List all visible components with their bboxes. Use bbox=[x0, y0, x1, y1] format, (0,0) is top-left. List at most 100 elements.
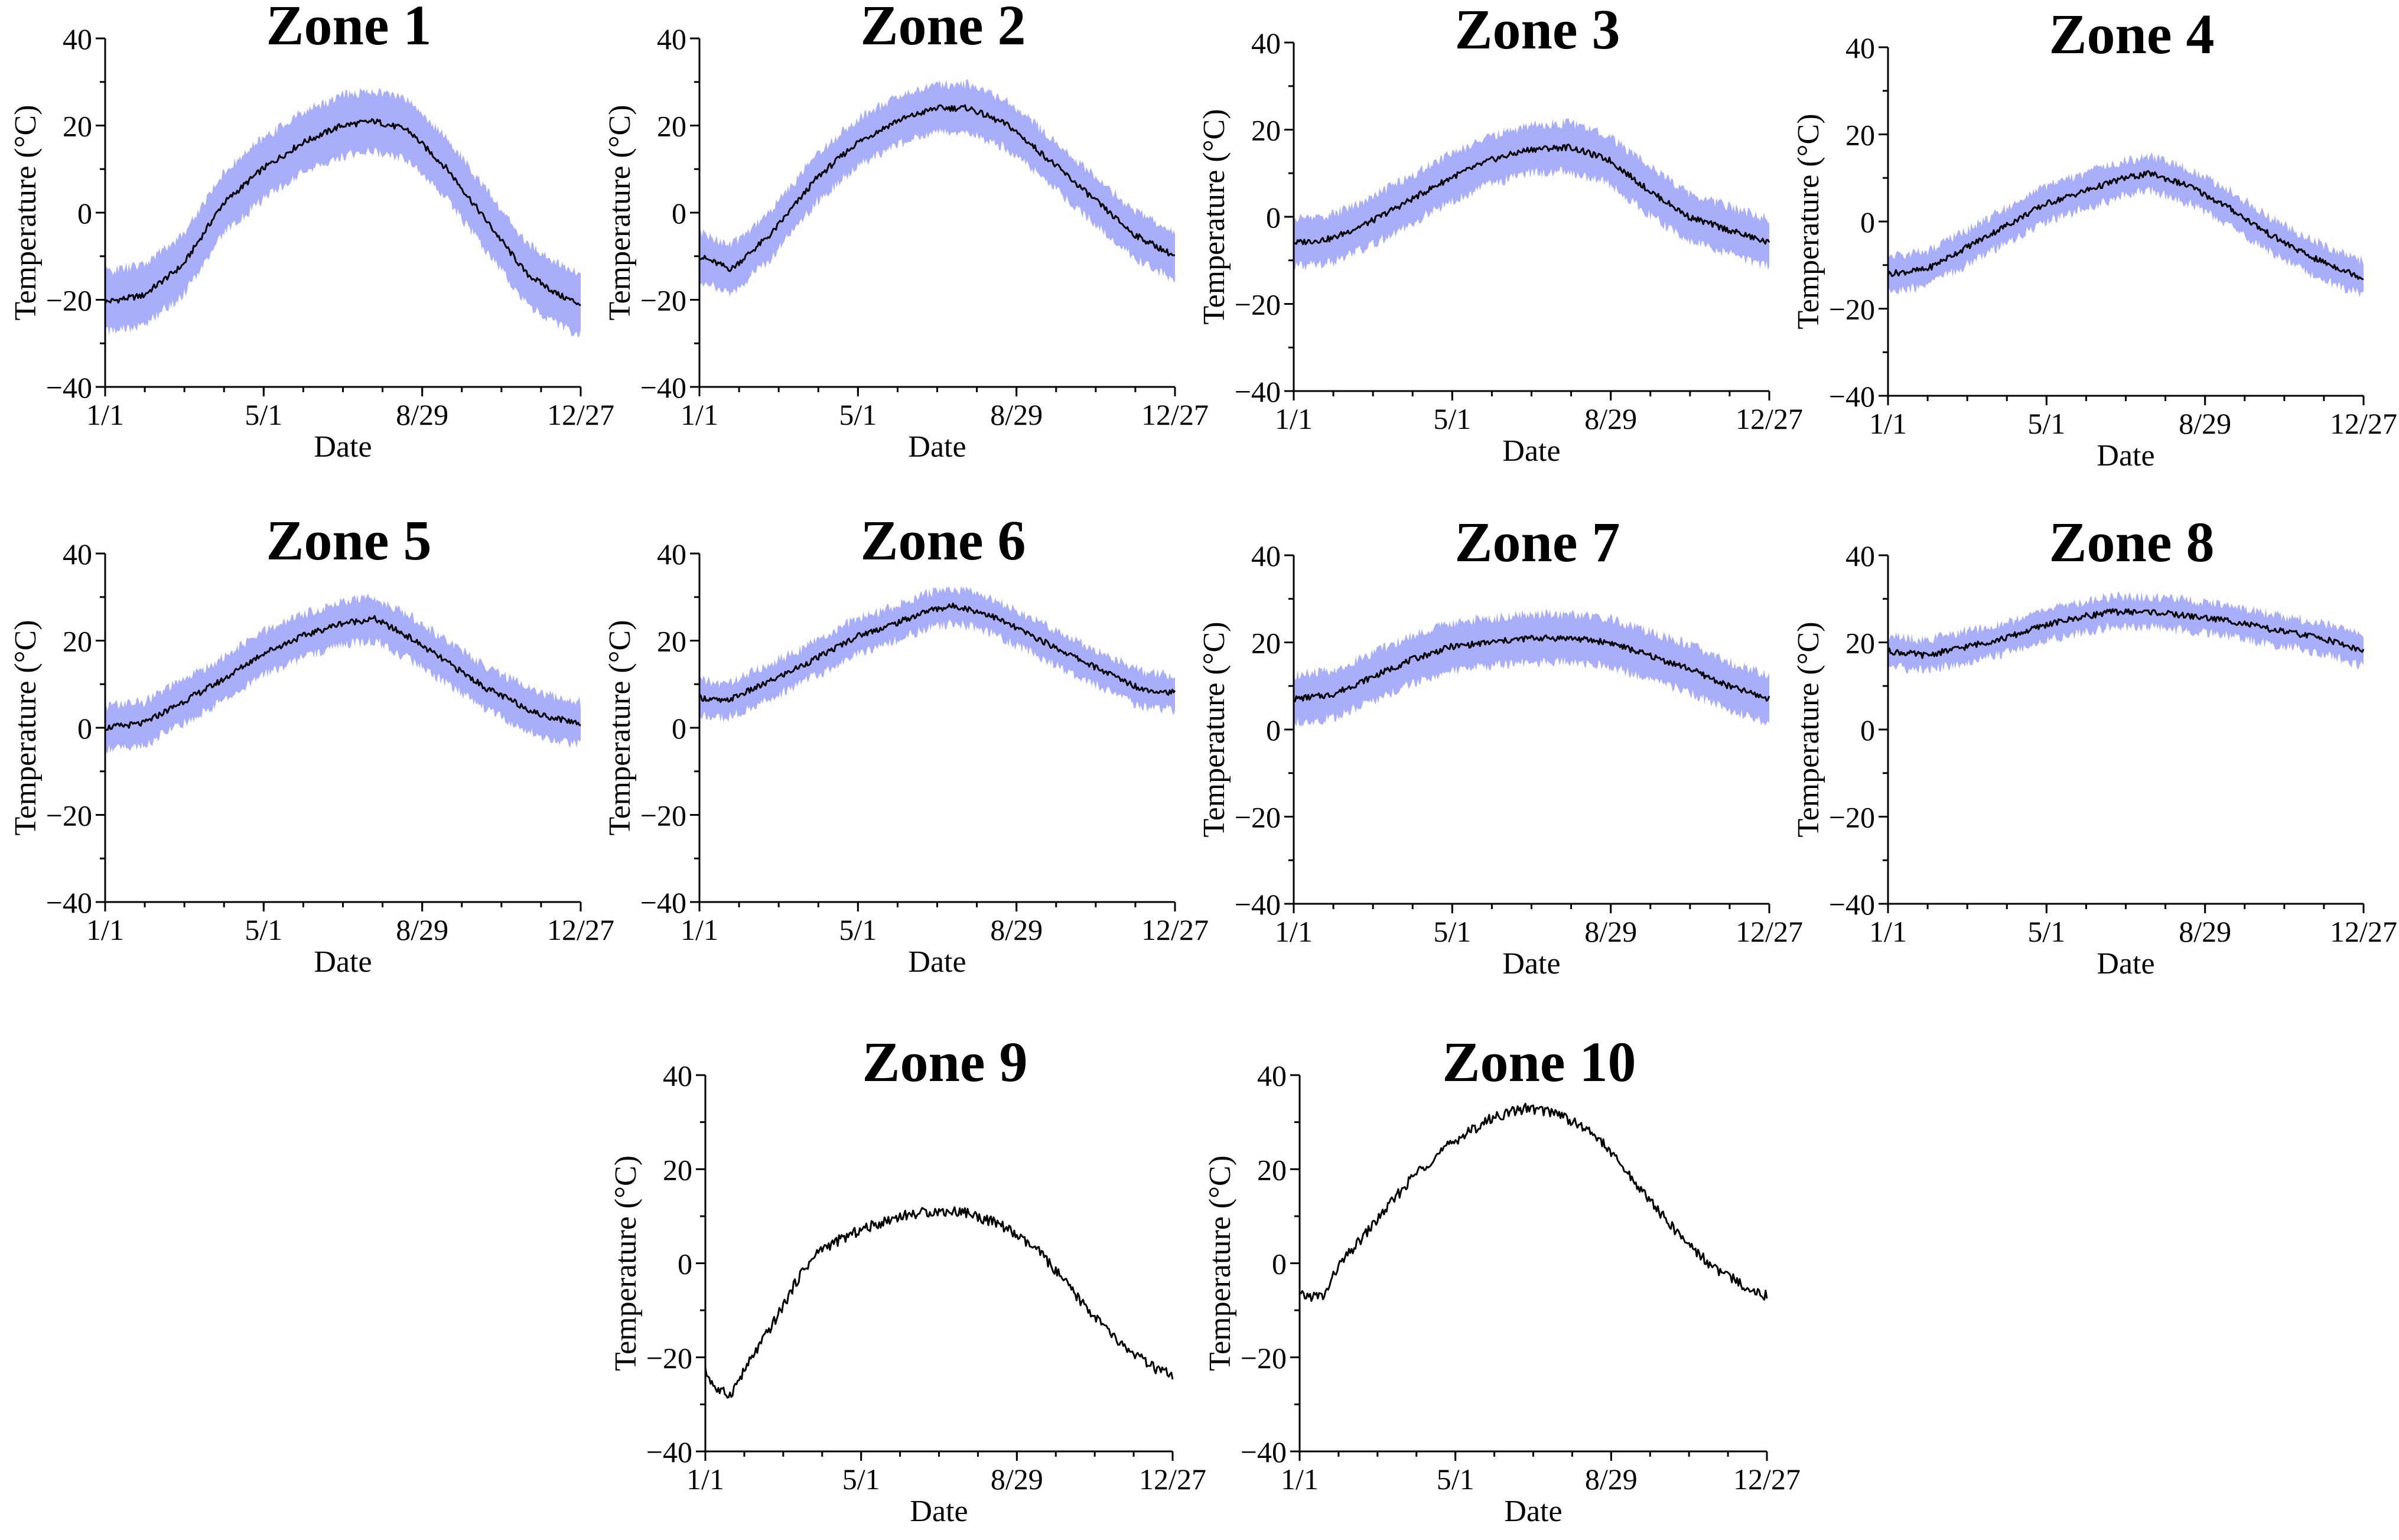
mean-temperature-line bbox=[1293, 634, 1770, 702]
y-tick-label: −40 bbox=[640, 371, 686, 404]
y-tick-label: 0 bbox=[77, 712, 92, 745]
y-axis-label: Temperature (°C) bbox=[603, 105, 637, 320]
uncertainty-band bbox=[699, 585, 1175, 722]
panel-title: Zone 7 bbox=[1454, 510, 1620, 574]
panel-title: Zone 2 bbox=[860, 0, 1026, 57]
y-axis-label: Temperature (°C) bbox=[1197, 621, 1231, 837]
x-tick-label: 8/29 bbox=[1584, 915, 1637, 948]
x-axis-label: Date bbox=[908, 430, 966, 464]
x-tick-label: 5/1 bbox=[842, 1463, 880, 1496]
y-tick-label: 20 bbox=[657, 625, 686, 658]
y-tick-label: −40 bbox=[646, 1435, 692, 1469]
x-axis-label: Date bbox=[1504, 1495, 1562, 1528]
x-tick-label: 5/1 bbox=[1433, 402, 1471, 435]
x-tick-label: 5/1 bbox=[245, 398, 282, 431]
panel-title: Zone 1 bbox=[266, 0, 431, 57]
x-tick-label: 12/27 bbox=[1736, 915, 1803, 948]
x-tick-label: 12/27 bbox=[1141, 913, 1209, 946]
panel-title: Zone 6 bbox=[860, 509, 1026, 572]
y-tick-label: 40 bbox=[1845, 539, 1875, 572]
x-axis-label: Date bbox=[314, 945, 372, 979]
x-axis-label: Date bbox=[1502, 434, 1560, 468]
y-tick-label: −20 bbox=[1829, 293, 1875, 326]
x-tick-label: 12/27 bbox=[547, 913, 614, 946]
x-tick-label: 8/29 bbox=[991, 1463, 1043, 1496]
uncertainty-band bbox=[1888, 152, 2364, 298]
mean-temperature-line bbox=[698, 603, 1176, 703]
panel-title: Zone 4 bbox=[2049, 2, 2214, 66]
x-tick-label: 8/29 bbox=[2179, 407, 2231, 440]
y-tick-label: 40 bbox=[1257, 1059, 1287, 1092]
uncertainty-band bbox=[105, 593, 581, 754]
zone-panel-5: 40 20 0 −20 −401/1 5/1 8/29 12/27 Date Temperatur… bbox=[9, 509, 614, 979]
y-tick-label: −20 bbox=[1235, 288, 1281, 321]
panel-title: Zone 3 bbox=[1454, 0, 1620, 61]
y-tick-label: 20 bbox=[63, 625, 92, 658]
panel-title: Zone 10 bbox=[1442, 1030, 1636, 1093]
y-tick-label: −40 bbox=[1829, 380, 1875, 413]
y-tick-label: 20 bbox=[1845, 627, 1875, 660]
y-tick-label: −40 bbox=[640, 886, 686, 919]
x-tick-label: 8/29 bbox=[396, 398, 448, 431]
x-tick-label: 1/1 bbox=[1869, 915, 1907, 948]
x-axis-label: Date bbox=[2097, 947, 2154, 981]
x-tick-label: 12/27 bbox=[1733, 1463, 1801, 1496]
x-axis-label: Date bbox=[910, 1495, 968, 1528]
y-tick-label: 40 bbox=[657, 22, 686, 56]
x-axis-label: Date bbox=[314, 430, 372, 464]
y-tick-label: 0 bbox=[1266, 201, 1281, 234]
y-tick-label: 20 bbox=[1251, 627, 1281, 660]
y-tick-label: 0 bbox=[672, 197, 686, 230]
zone-panel-3: 40 20 0 −20 −401/1 5/1 8/29 12/27 Date Temperatur… bbox=[1197, 0, 1803, 468]
x-tick-label: 5/1 bbox=[1437, 1463, 1474, 1496]
x-tick-label: 12/27 bbox=[2330, 407, 2397, 440]
x-tick-label: 1/1 bbox=[1869, 407, 1907, 440]
zone-panel-6: 40 20 0 −20 −401/1 5/1 8/29 12/27 Date Temperatur… bbox=[603, 509, 1209, 979]
y-tick-label: 0 bbox=[1860, 206, 1875, 239]
x-tick-label: 1/1 bbox=[86, 913, 124, 946]
y-tick-label: 0 bbox=[672, 712, 686, 745]
y-tick-label: 0 bbox=[77, 197, 92, 230]
zone-panel-10: 40 20 0 −20 −401/1 5/1 8/29 12/27 Date Temperatur… bbox=[1203, 1030, 1801, 1528]
y-tick-label: 40 bbox=[657, 538, 686, 571]
y-tick-label: −40 bbox=[46, 886, 92, 919]
y-axis-label: Temperature (°C) bbox=[1792, 113, 1825, 329]
y-axis-label: Temperature (°C) bbox=[9, 105, 43, 320]
y-tick-label: −40 bbox=[46, 371, 92, 404]
y-axis-label: Temperature (°C) bbox=[1203, 1155, 1237, 1371]
y-tick-label: −20 bbox=[1235, 801, 1281, 834]
y-tick-label: 40 bbox=[1251, 27, 1281, 60]
uncertainty-band bbox=[1294, 609, 1769, 728]
x-tick-label: 8/29 bbox=[1584, 402, 1637, 435]
x-tick-label: 1/1 bbox=[686, 1463, 724, 1496]
x-tick-label: 8/29 bbox=[2179, 915, 2231, 948]
y-tick-label: 0 bbox=[1266, 714, 1281, 747]
panel-title: Zone 5 bbox=[266, 509, 431, 572]
y-tick-label: 20 bbox=[1257, 1153, 1287, 1186]
y-tick-label: −20 bbox=[646, 1342, 692, 1375]
y-tick-label: −20 bbox=[1241, 1342, 1287, 1375]
x-tick-label: 1/1 bbox=[86, 398, 124, 431]
zone-panel-4: 40 20 0 −20 −401/1 5/1 8/29 12/27 Date Temperatur… bbox=[1792, 2, 2397, 473]
x-tick-label: 1/1 bbox=[1275, 915, 1313, 948]
zone-panel-1: 40 20 0 −20 −401/1 5/1 8/29 12/27 Date Temperatur… bbox=[9, 0, 614, 464]
y-tick-label: 0 bbox=[678, 1248, 692, 1281]
panel-title: Zone 9 bbox=[862, 1030, 1027, 1093]
x-axis-label: Date bbox=[2097, 439, 2154, 473]
uncertainty-band bbox=[699, 79, 1175, 297]
y-tick-label: 40 bbox=[63, 538, 92, 571]
x-tick-label: 12/27 bbox=[1736, 402, 1803, 435]
x-axis-label: Date bbox=[908, 945, 966, 979]
y-tick-label: 40 bbox=[663, 1059, 692, 1092]
uncertainty-band bbox=[105, 87, 581, 338]
x-axis-label: Date bbox=[1502, 947, 1560, 981]
y-tick-label: 40 bbox=[63, 22, 92, 56]
panel-title: Zone 8 bbox=[2049, 510, 2214, 574]
x-tick-label: 5/1 bbox=[839, 398, 877, 431]
zone-panel-7: 40 20 0 −20 −401/1 5/1 8/29 12/27 Date Temperatur… bbox=[1197, 510, 1803, 981]
uncertainty-band bbox=[1888, 591, 2364, 674]
y-tick-label: 20 bbox=[1845, 119, 1875, 152]
y-axis-label: Temperature (°C) bbox=[609, 1155, 643, 1371]
y-tick-label: −20 bbox=[640, 284, 686, 317]
